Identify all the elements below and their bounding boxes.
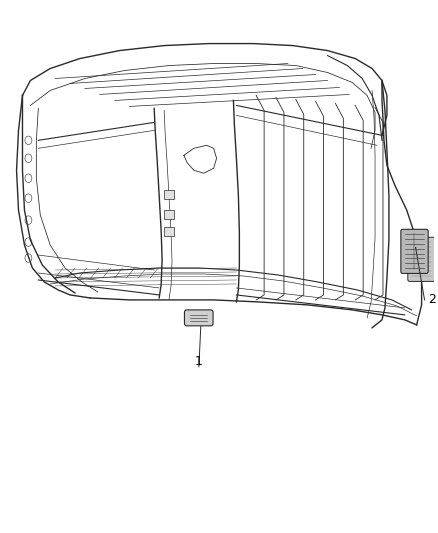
FancyBboxPatch shape: [401, 229, 428, 273]
FancyBboxPatch shape: [184, 310, 213, 326]
Bar: [164, 227, 174, 236]
Bar: [164, 210, 174, 220]
Text: 2: 2: [428, 293, 436, 306]
Bar: [164, 190, 174, 199]
Text: 1: 1: [195, 356, 203, 368]
FancyBboxPatch shape: [408, 237, 435, 281]
